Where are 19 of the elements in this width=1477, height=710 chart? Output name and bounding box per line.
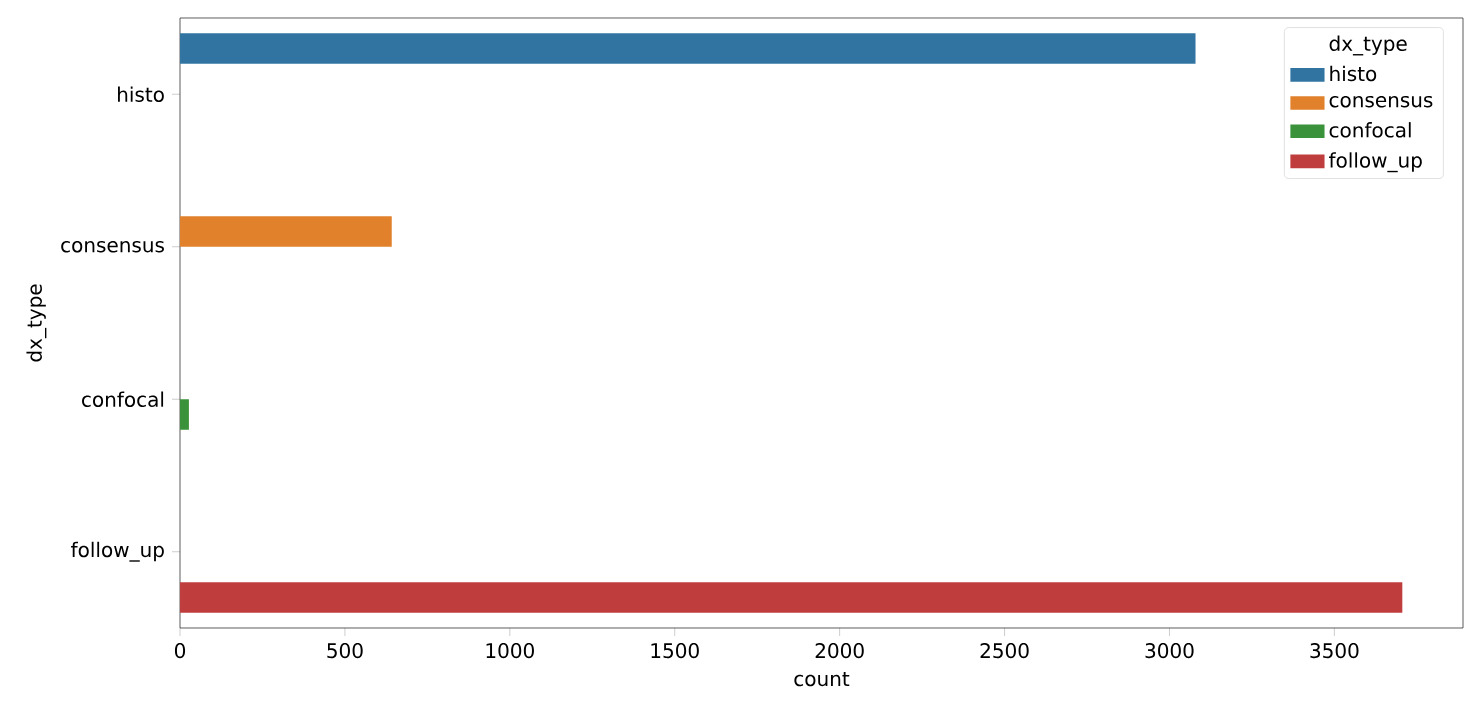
x-tick-label: 3500 xyxy=(1310,643,1359,659)
x-tick-label: 2000 xyxy=(815,643,864,659)
x-axis-title: count xyxy=(794,671,850,687)
x-tick-label: 0 xyxy=(174,643,186,659)
legend-title: dx_type xyxy=(1329,35,1407,56)
y-axis-title: dx_type xyxy=(26,284,47,362)
legend-label: histo xyxy=(1330,65,1377,82)
x-tick-label: 3000 xyxy=(1145,643,1194,659)
x-tick-label: 500 xyxy=(327,643,363,659)
x-tick-label: 2500 xyxy=(980,643,1029,659)
x-tick-label: 1000 xyxy=(486,643,534,659)
y-tick-label: confocal xyxy=(82,391,164,407)
legend-label: confocal xyxy=(1329,122,1411,138)
x-tick-label: 1500 xyxy=(651,643,699,659)
y-tick-label: follow_up xyxy=(71,541,164,562)
legend-label: consensus xyxy=(1329,95,1433,108)
legend-label: follow_up xyxy=(1329,152,1422,173)
y-tick-label: histo xyxy=(118,86,164,102)
y-tick-label: consensus xyxy=(61,241,164,253)
